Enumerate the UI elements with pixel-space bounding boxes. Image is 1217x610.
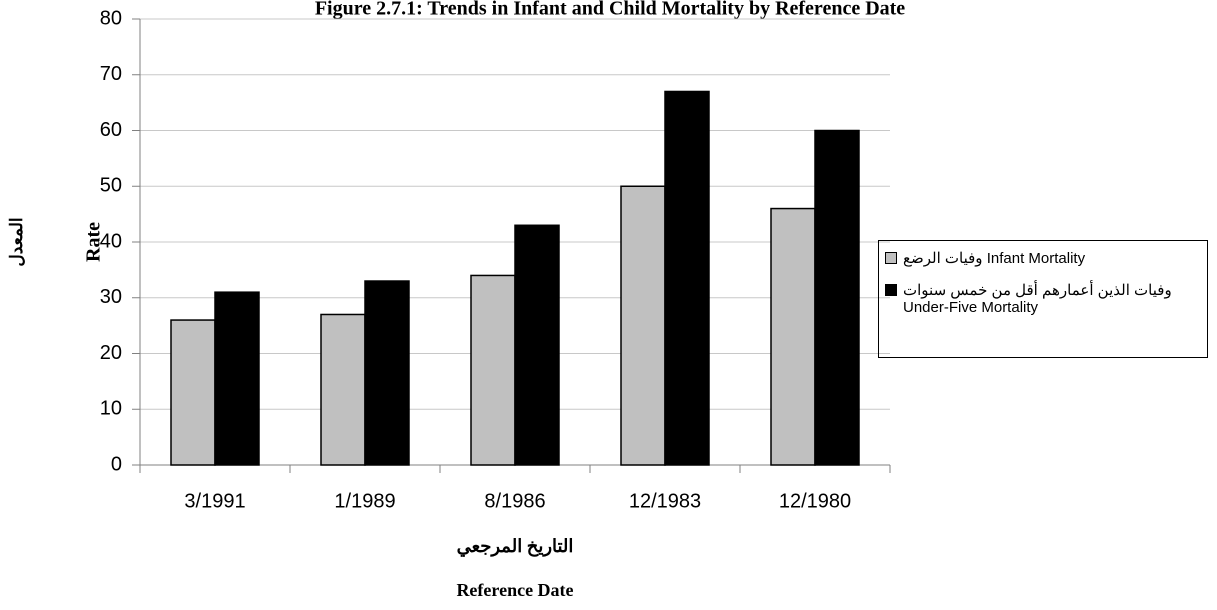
x-tick-label: 3/1991: [184, 490, 245, 512]
y-axis-label-ar: المعدل: [7, 217, 26, 266]
x-tick-label: 12/1980: [779, 490, 851, 512]
y-tick-label: 30: [100, 286, 122, 308]
legend-label: وفيات الذين أعمارهم أقل من خمس سنوات Und…: [903, 282, 1172, 316]
x-tick-label: 12/1983: [629, 490, 701, 512]
bar: [514, 224, 560, 466]
y-tick-label: 20: [100, 342, 122, 364]
legend-entry: وفيات الذين أعمارهم أقل من خمس سنوات Und…: [885, 281, 1201, 316]
y-tick-label: 70: [100, 63, 122, 85]
y-tick-label: 40: [100, 230, 122, 252]
x-tick-label: 1/1989: [334, 490, 395, 512]
bar: [770, 207, 816, 466]
x-axis-label: Reference Date: [456, 580, 573, 600]
x-axis-label-ar: التاريخ المرجعي: [457, 536, 574, 557]
y-axis-label: Rate: [83, 222, 105, 262]
legend: وفيات الرضع Infant Mortality وفيات الذين …: [878, 240, 1208, 358]
y-tick-label: 50: [100, 175, 122, 197]
bar: [320, 313, 366, 466]
y-tick-label: 10: [100, 398, 122, 420]
legend-swatch: [885, 284, 897, 296]
legend-swatch: [885, 252, 897, 264]
bar: [364, 280, 410, 466]
legend-label: وفيات الرضع Infant Mortality: [903, 250, 1086, 267]
bar: [214, 291, 260, 466]
bar: [814, 129, 860, 466]
legend-entry: وفيات الرضع Infant Mortality: [885, 249, 1201, 267]
bar: [620, 185, 666, 466]
x-tick-label: 8/1986: [484, 490, 545, 512]
y-tick-label: 0: [111, 453, 122, 475]
bar: [170, 319, 216, 466]
bar: [470, 274, 516, 466]
y-tick-label: 60: [100, 119, 122, 141]
y-tick-label: 80: [100, 7, 122, 29]
chart-title: Figure 2.7.1: Trends in Infant and Child…: [315, 0, 905, 20]
bar: [664, 90, 710, 466]
